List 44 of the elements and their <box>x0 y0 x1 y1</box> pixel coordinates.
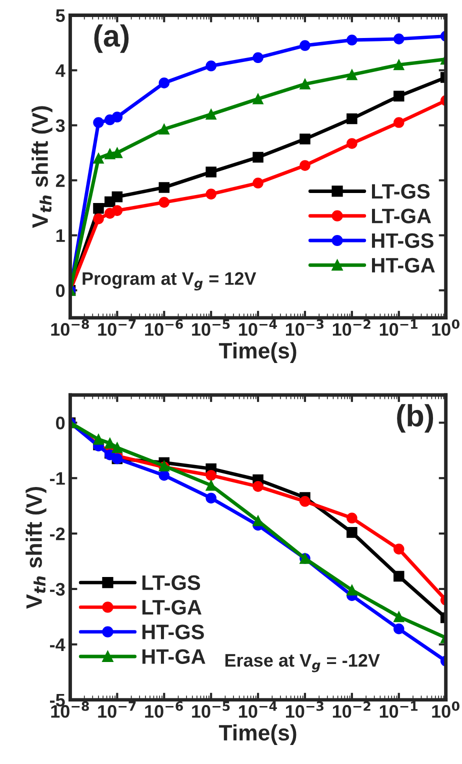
x-tick-label: 10$^{−2}$ <box>332 319 370 336</box>
y-axis-title: V$_{th}$ shift (V) <box>26 487 46 609</box>
legend-label: HT-GS <box>142 624 204 640</box>
x-tick-label: 10$^{−7}$ <box>98 702 136 718</box>
legend-label: LT-GS <box>142 575 200 590</box>
y-tick-label: -1 <box>50 472 65 485</box>
legend-label: LT-GA <box>372 208 432 224</box>
y-axis-title: V$_{th}$ shift (V) <box>32 106 52 228</box>
annotation: Erase at V$_{g}$ = -12V <box>225 654 380 672</box>
y-tick-label: 2 <box>56 174 65 187</box>
x-tick-label: 10$^{−1}$ <box>380 320 418 336</box>
y-tick-label: -3 <box>50 582 65 596</box>
annotation: (a) <box>94 24 129 53</box>
x-tick-label: 10$^{−5}$ <box>192 702 230 718</box>
x-tick-label: 10$^{0}$ <box>432 319 460 336</box>
y-tick-label: 0 <box>56 284 65 298</box>
annotation: Program at V$_{g}$ = 12V <box>82 272 256 290</box>
y-tick-label: 5 <box>56 9 65 22</box>
x-tick-label: 10$^{−1}$ <box>380 702 418 718</box>
legend-label: LT-GA <box>142 600 202 615</box>
x-tick-label: 10$^{0}$ <box>432 701 460 718</box>
x-tick-label: 10$^{−3}$ <box>286 319 324 336</box>
y-tick-label: -2 <box>50 527 65 540</box>
x-tick-label: 10$^{−4}$ <box>239 702 277 718</box>
y-tick-label: 4 <box>56 64 66 77</box>
x-axis-title: Time(s) <box>218 342 296 364</box>
x-tick-label: 10$^{−4}$ <box>239 320 277 336</box>
y-tick-label: 3 <box>56 119 65 132</box>
x-tick-label: 10$^{−6}$ <box>145 319 183 336</box>
x-tick-label: 10$^{−5}$ <box>192 320 230 336</box>
annotation: (b) <box>397 404 434 433</box>
legend-label: HT-GA <box>142 649 206 664</box>
x-tick-label: 10$^{−3}$ <box>286 701 324 718</box>
y-tick-label: 0 <box>56 416 65 430</box>
legend-label: HT-GS <box>372 233 434 248</box>
x-tick-label: 10$^{−6}$ <box>145 701 183 718</box>
y-tick-label: -4 <box>50 638 66 651</box>
x-tick-label: 10$^{−2}$ <box>332 701 370 718</box>
x-axis-title: Time(s) <box>218 724 296 746</box>
legend-label: LT-GS <box>372 184 430 199</box>
y-tick-label: 1 <box>56 229 65 242</box>
x-tick-label: 10$^{−7}$ <box>98 320 136 336</box>
legend-label: HT-GA <box>372 258 435 273</box>
x-tick-label: 10$^{−8}$ <box>51 319 89 336</box>
